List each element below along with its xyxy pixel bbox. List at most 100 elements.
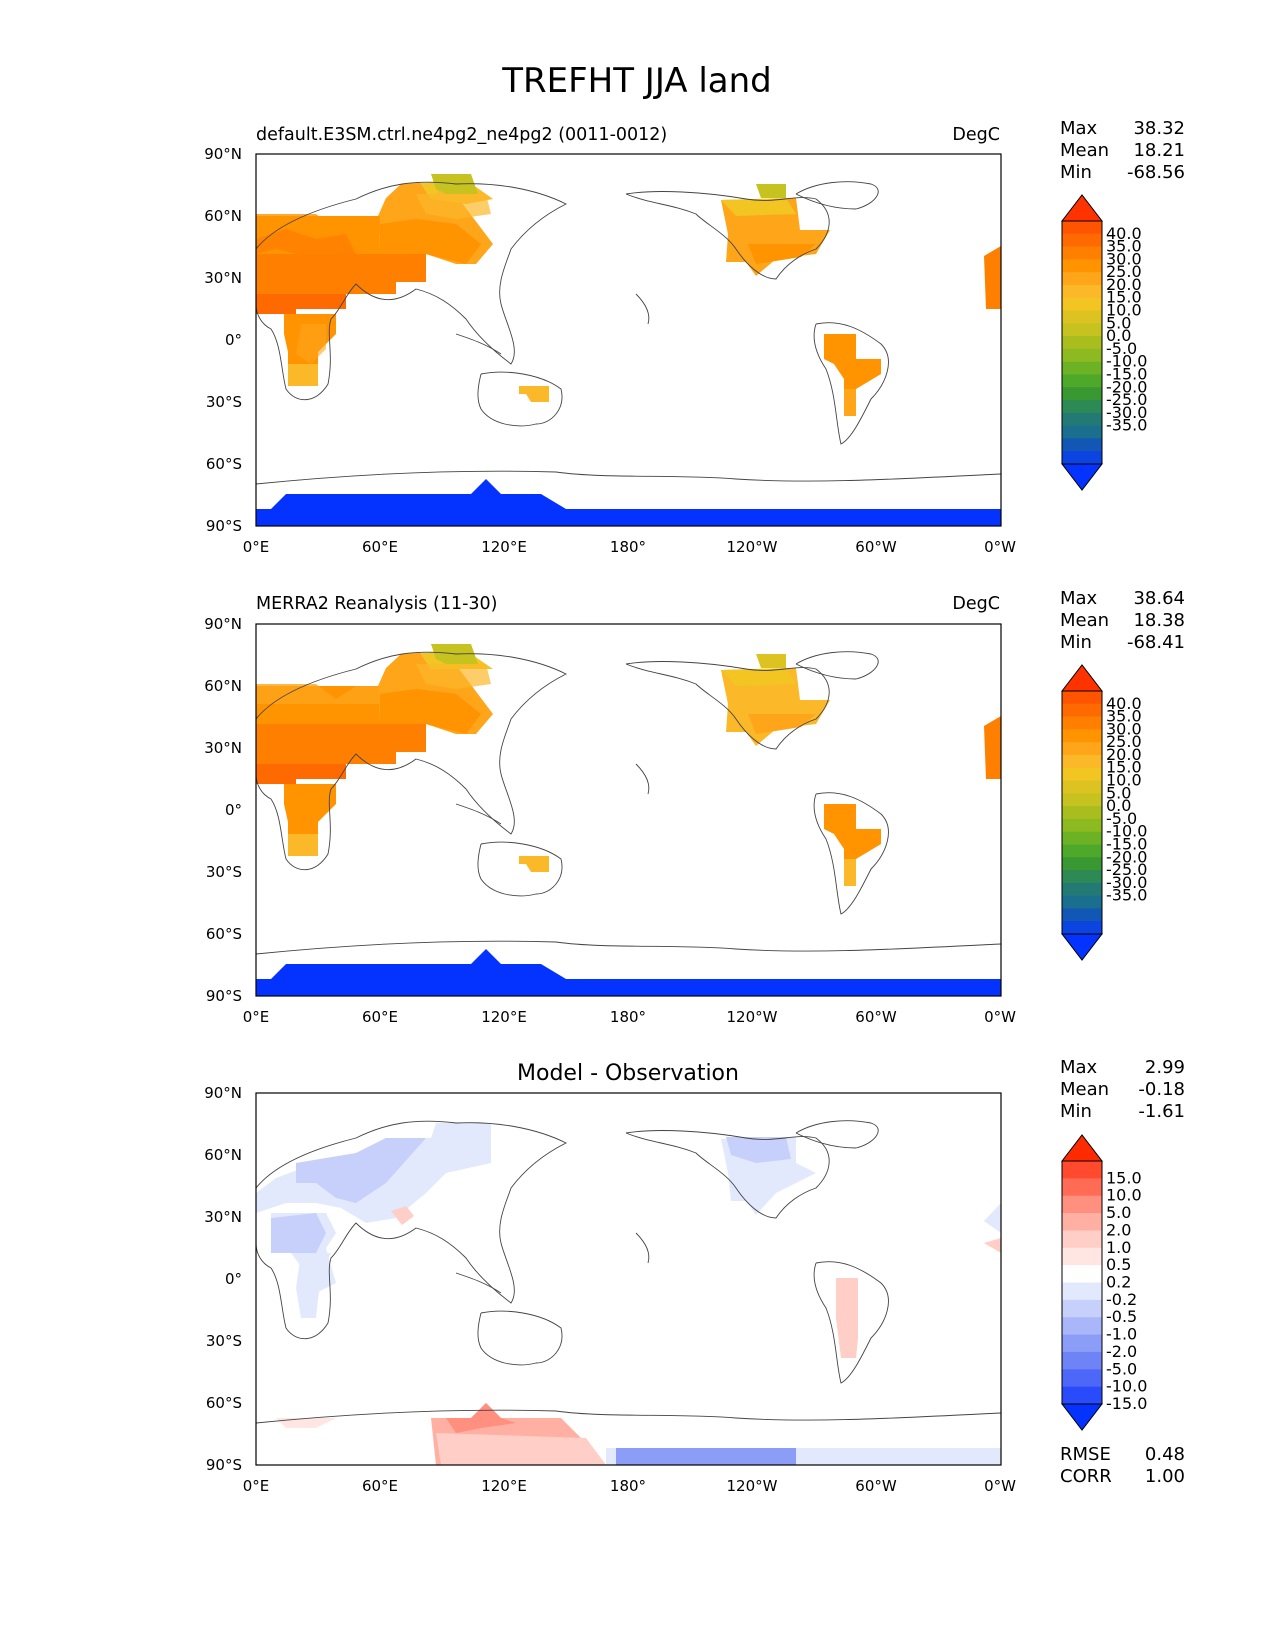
lat-tick-label: 90°S [206,517,242,535]
colorbar-segment [1062,691,1102,705]
colorbar-tick-label: -25.0 [1106,390,1147,409]
lat-tick-label: 30°S [206,393,242,411]
lon-tick-label: 180° [610,1008,646,1026]
stat-mean-label: Mean [1060,610,1109,631]
colorbar-segment [1062,425,1102,439]
stat-max-label: Max [1060,1057,1098,1078]
axis-reference: 90°N 60°N 30°N 0° 30°S 60°S 90°S 0°E 60°… [204,615,1016,1026]
colorbar-segment [1062,233,1102,248]
temperature-field-reference [256,644,1001,996]
colorbar-tick-label: -5.0 [1106,339,1137,358]
colorbar-extend-min [1060,933,1104,961]
axis-test: 90°N 60°N 30°N 0° 30°S 60°S 90°S 0°E 60°… [204,145,1016,556]
colorbar-segment [1062,1230,1102,1249]
colorbar-tick-label: 25.0 [1106,732,1142,751]
colorbar-extend-max [1060,664,1104,692]
lat-tick-label: 60°N [204,207,242,225]
map-difference [256,1120,1001,1465]
lon-tick-label: 120°E [481,1477,527,1495]
lat-tick-label: 60°N [204,677,242,695]
colorbar-segment [1062,895,1102,909]
colorbar-segment [1062,1317,1102,1336]
colorbar-segment [1062,438,1102,452]
colorbar-segment [1062,703,1102,718]
colorbar-tick-label: 5.0 [1106,783,1131,802]
stat-mean-value: 18.38 [1133,610,1185,631]
stat-mean-value: 18.21 [1133,140,1185,161]
stat-max-value: 2.99 [1145,1057,1185,1078]
colorbar-segment [1062,361,1102,375]
colorbar-tick-label: -10.0 [1106,822,1147,841]
colorbar-segment [1062,336,1102,350]
colorbar-tick-label: -5.0 [1106,1359,1137,1378]
lon-tick-label: 60°W [855,538,897,556]
metrics-difference: RMSE 0.48 CORR 1.00 [1060,1444,1185,1487]
stat-min-value: -68.41 [1127,632,1185,653]
colorbar-tick-label: 0.5 [1106,1255,1131,1274]
colorbar-segment [1062,272,1102,286]
lat-tick-label: 90°N [204,615,242,633]
colorbar-segment [1062,1161,1102,1179]
colorbar-extend-max [1060,1134,1104,1162]
stat-max-label: Max [1060,588,1098,609]
lat-tick-label: 60°S [206,1394,242,1412]
rmse-label: RMSE [1060,1444,1111,1465]
panel-reference-left-title: MERRA2 Reanalysis (11-30) [256,594,498,614]
lon-tick-label: 120°W [727,1477,778,1495]
colorbar-segment [1062,374,1102,388]
colorbar-segment [1062,793,1102,807]
colorbar-tick-label: 10.0 [1106,301,1142,320]
colorbar-tick-label: 40.0 [1106,694,1142,713]
lat-tick-label: 30°N [204,269,242,287]
stats-reference: Max 38.64 Mean 18.38 Min -68.41 [1060,588,1185,653]
colorbar-segment [1062,818,1102,833]
lon-tick-label: 180° [610,1477,646,1495]
colorbar-tick-label: 10.0 [1106,1186,1142,1205]
lon-tick-label: 0°E [243,538,270,556]
colorbar-extend-min [1060,1403,1104,1431]
colorbar-segment [1062,323,1102,337]
colorbar-segment [1062,921,1102,935]
stat-max-label: Max [1060,118,1098,139]
map-frame-test [255,153,1002,527]
axis-difference: 90°N 60°N 30°N 0° 30°S 60°S 90°S 0°E 60°… [204,1084,1016,1495]
panel-test: default.E3SM.ctrl.ne4pg2_ne4pg2 (0011-00… [204,118,1185,556]
map-reference [256,644,1001,996]
colorbar-segment [1062,729,1102,743]
colorbar-segment [1062,348,1102,363]
colorbar-segment [1062,716,1102,730]
rmse-value: 0.48 [1145,1444,1185,1465]
colorbar-tick-label: -20.0 [1106,847,1147,866]
colorbar-tick-label: 10.0 [1106,771,1142,790]
colorbar-tick-label: -35.0 [1106,886,1147,905]
colorbar-segment [1062,297,1102,312]
colorbar-tick-label: -20.0 [1106,377,1147,396]
lon-tick-label: 60°E [362,1008,398,1026]
colorbar-segment [1062,1195,1102,1214]
colorbar-tick-label: -35.0 [1106,416,1147,435]
lon-tick-label: 60°E [362,538,398,556]
colorbar-segment [1062,1178,1102,1197]
colorbar-segment [1062,412,1102,427]
colorbar-frame [1061,1160,1103,1405]
colorbar-tick-label: -15.0 [1106,364,1147,383]
colorbar-tick-label: 2.0 [1106,1220,1131,1239]
colorbar-tick-label: -2.0 [1106,1342,1137,1361]
colorbar-tick-label: -0.5 [1106,1307,1137,1326]
lon-tick-label: 180° [610,538,646,556]
colorbar-segment [1062,221,1102,235]
colorbar-segment [1062,1213,1102,1231]
stat-min-label: Min [1060,1101,1092,1122]
colorbar-tick-label: 1.0 [1106,1238,1131,1257]
map-test [256,174,1001,526]
colorbar-tick-label: 15.0 [1106,758,1142,777]
lat-tick-label: 90°S [206,1456,242,1474]
lat-tick-label: 30°S [206,863,242,881]
lon-tick-label: 0°W [984,1477,1016,1495]
lon-tick-label: 0°E [243,1477,270,1495]
lon-tick-label: 0°W [984,538,1016,556]
colorbar-tick-label: 15.0 [1106,1168,1142,1187]
lat-tick-label: 60°S [206,455,242,473]
figure-title: TREFHT JJA land [501,61,772,101]
lat-tick-label: 90°S [206,987,242,1005]
